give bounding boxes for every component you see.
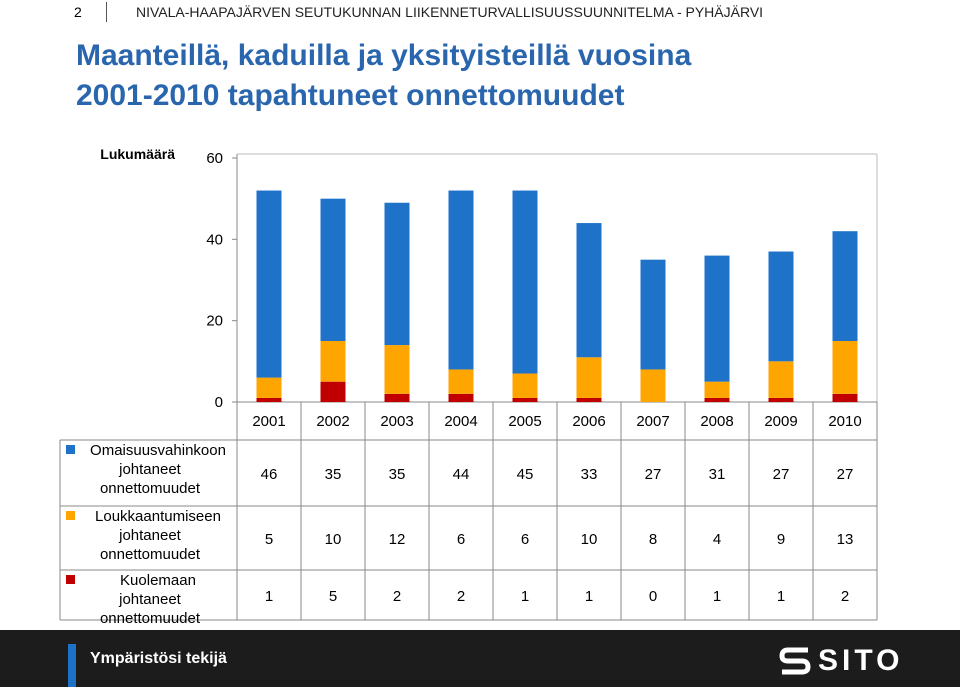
data-value-label: 1 (521, 588, 529, 605)
y-axis-label: Lukumäärä (100, 146, 175, 162)
bar-segment (576, 397, 602, 402)
legend-swatch (66, 445, 75, 454)
bar-segment (512, 190, 538, 374)
bar-segment (576, 357, 602, 398)
bar-segment (768, 397, 794, 402)
data-value-label: 2 (457, 588, 465, 605)
bar-segment (384, 202, 410, 346)
data-value-label: 46 (261, 466, 278, 483)
data-value-label: 35 (325, 466, 342, 483)
bar-segment (832, 231, 858, 341)
bar-segment (256, 377, 282, 398)
legend-label: Loukkaantumiseen johtaneet onnettomuudet (95, 508, 221, 563)
sito-logo: SITO (778, 644, 899, 678)
data-value-label: 27 (773, 466, 790, 483)
data-value-label: 35 (389, 466, 406, 483)
bar-segment (320, 381, 346, 402)
y-tick-label: 0 (215, 394, 223, 411)
bar-segment (640, 369, 666, 402)
data-value-label: 1 (713, 588, 721, 605)
legend-swatch (66, 511, 75, 520)
x-category-label: 2010 (828, 413, 861, 430)
data-value-label: 8 (649, 531, 657, 548)
footer-accent-bar (68, 644, 76, 687)
data-value-label: 44 (453, 466, 470, 483)
x-category-label: 2007 (636, 413, 669, 430)
bar-segment (832, 341, 858, 394)
data-value-label: 10 (581, 531, 598, 548)
page-header: 2 NIVALA-HAAPAJÄRVEN SEUTUKUNNAN LIIKENN… (0, 0, 960, 24)
data-value-label: 1 (265, 588, 273, 605)
bar-segment (384, 345, 410, 394)
header-divider (106, 2, 107, 22)
data-value-label: 4 (713, 531, 721, 548)
bar-segment (448, 190, 474, 370)
data-value-label: 27 (837, 466, 854, 483)
slide-title-line1: Maanteillä, kaduilla ja yksityisteillä v… (76, 39, 692, 72)
bar-segment (832, 393, 858, 402)
data-value-label: 10 (325, 531, 342, 548)
x-category-label: 2009 (764, 413, 797, 430)
y-tick-label: 40 (206, 231, 223, 248)
data-value-label: 45 (517, 466, 534, 483)
bar-segment (768, 361, 794, 398)
data-value-label: 31 (709, 466, 726, 483)
bar-segment (512, 373, 538, 398)
document-title: NIVALA-HAAPAJÄRVEN SEUTUKUNNAN LIIKENNET… (136, 4, 764, 20)
footer-slogan: Ympäristösi tekijä (90, 650, 227, 667)
footer: Ympäristösi tekijä SITO (0, 630, 960, 687)
data-value-label: 13 (837, 531, 854, 548)
bar-segment (512, 397, 538, 402)
legend-swatch (66, 575, 75, 584)
data-value-label: 5 (265, 531, 273, 548)
x-category-label: 2008 (700, 413, 733, 430)
bar-segment (704, 255, 730, 382)
data-value-label: 33 (581, 466, 598, 483)
bar-segment (256, 190, 282, 378)
bar-segment (384, 393, 410, 402)
x-category-label: 2004 (444, 413, 477, 430)
slide-title-line2: 2001-2010 tapahtuneet onnettomuudet (76, 79, 625, 112)
x-category-label: 2003 (380, 413, 413, 430)
bar-segment (448, 369, 474, 394)
data-value-label: 9 (777, 531, 785, 548)
data-value-label: 1 (777, 588, 785, 605)
data-value-label: 2 (393, 588, 401, 605)
data-value-label: 5 (329, 588, 337, 605)
data-value-label: 1 (585, 588, 593, 605)
y-tick-label: 60 (206, 150, 223, 167)
bar-segment (320, 341, 346, 382)
bar-segment (640, 259, 666, 370)
sito-logo-icon (779, 647, 811, 675)
bar-segment (768, 251, 794, 362)
x-category-label: 2001 (252, 413, 285, 430)
bar-segment (704, 397, 730, 402)
legend-label: Omaisuusvahinkoon johtaneet onnettomuudet (90, 442, 226, 497)
y-tick-label: 20 (206, 313, 223, 330)
data-value-label: 0 (649, 588, 657, 605)
data-value-label: 6 (457, 531, 465, 548)
data-value-label: 27 (645, 466, 662, 483)
page-number: 2 (74, 4, 82, 20)
data-value-label: 2 (841, 588, 849, 605)
data-value-label: 6 (521, 531, 529, 548)
bar-segment (320, 198, 346, 341)
bar-segment (448, 393, 474, 402)
bar-segment (704, 381, 730, 398)
data-value-label: 12 (389, 531, 406, 548)
bar-segment (256, 397, 282, 402)
x-category-label: 2002 (316, 413, 349, 430)
x-category-label: 2005 (508, 413, 541, 430)
sito-logo-text: SITO (818, 644, 904, 677)
x-category-label: 2006 (572, 413, 605, 430)
legend-label: Kuolemaan johtaneet onnettomuudet (100, 572, 201, 627)
bar-segment (576, 223, 602, 358)
